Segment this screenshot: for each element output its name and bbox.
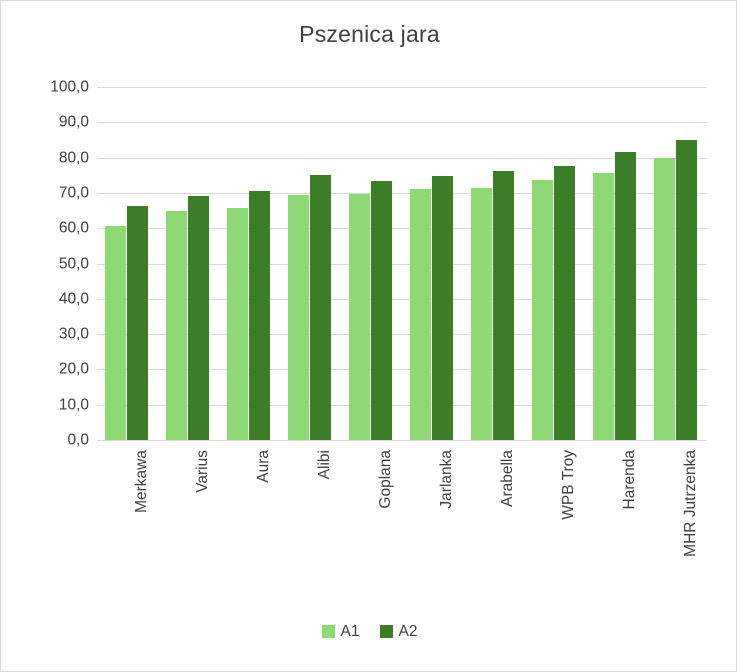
bar-group bbox=[280, 87, 341, 440]
bars-layer bbox=[97, 87, 707, 440]
bar-a1[interactable] bbox=[410, 189, 431, 440]
x-axis-tick-label: Jarlanka bbox=[437, 450, 455, 509]
gridline bbox=[97, 369, 707, 370]
gridline bbox=[97, 299, 707, 300]
bar-group bbox=[646, 87, 707, 440]
legend-label: A1 bbox=[340, 623, 360, 640]
bar-a2[interactable] bbox=[615, 151, 636, 440]
bar-group bbox=[524, 87, 585, 440]
x-axis-tick-label: Arabella bbox=[498, 450, 516, 507]
y-axis-tick-label: 0,0 bbox=[67, 431, 89, 449]
x-axis-tick-label: Goplana bbox=[376, 450, 394, 509]
x-axis-tick-label: Alibi bbox=[315, 450, 333, 480]
bar-group bbox=[402, 87, 463, 440]
bar-a1[interactable] bbox=[471, 188, 492, 440]
bar-a2[interactable] bbox=[310, 174, 331, 440]
bar-a2[interactable] bbox=[127, 205, 148, 440]
legend-item-a2[interactable]: A2 bbox=[379, 623, 418, 640]
x-axis-line bbox=[97, 440, 707, 441]
legend-item-a1[interactable]: A1 bbox=[321, 623, 360, 640]
bar-group bbox=[341, 87, 402, 440]
y-axis-tick-label: 80,0 bbox=[58, 148, 89, 166]
y-axis-tick-label: 50,0 bbox=[58, 254, 89, 272]
x-axis-labels: Merkawa Varius Aura Alibi Goplana Jarlanka Ara… bbox=[97, 444, 707, 614]
gridline bbox=[97, 405, 707, 406]
bar-a1[interactable] bbox=[349, 194, 370, 440]
bar-a2[interactable] bbox=[249, 190, 270, 440]
bar-a2[interactable] bbox=[676, 139, 697, 440]
gridline bbox=[97, 264, 707, 265]
bar-a2[interactable] bbox=[371, 180, 392, 440]
legend-swatch-icon bbox=[321, 625, 335, 639]
bar-group bbox=[97, 87, 158, 440]
gridline bbox=[97, 87, 707, 88]
y-axis-tick-label: 100,0 bbox=[50, 78, 89, 96]
gridline bbox=[97, 334, 707, 335]
chart-legend: A1 A2 bbox=[1, 623, 736, 640]
gridline bbox=[97, 193, 707, 194]
bar-group bbox=[219, 87, 280, 440]
bar-a1[interactable] bbox=[288, 195, 309, 440]
y-axis-tick-label: 40,0 bbox=[58, 290, 89, 308]
bar-a2[interactable] bbox=[188, 196, 209, 440]
chart-title: Pszenica jara bbox=[299, 21, 440, 47]
y-axis-labels: 100,0 90,0 80,0 70,0 60,0 50,0 40,0 30,0 20,0 10,… bbox=[1, 79, 89, 447]
bar-group bbox=[158, 87, 219, 440]
bar-a2[interactable] bbox=[554, 166, 575, 440]
y-axis-tick-label: 20,0 bbox=[58, 360, 89, 378]
y-axis-tick-label: 90,0 bbox=[58, 113, 89, 131]
x-axis-tick-label: Merkawa bbox=[132, 450, 150, 513]
x-axis-tick-label: Harenda bbox=[620, 450, 638, 510]
gridline bbox=[97, 122, 707, 123]
bar-group bbox=[585, 87, 646, 440]
bar-a1[interactable] bbox=[105, 226, 126, 440]
bar-a1[interactable] bbox=[593, 172, 614, 440]
x-axis-tick-label: WPB Troy bbox=[559, 450, 577, 520]
legend-swatch-icon bbox=[379, 625, 393, 639]
legend-label: A2 bbox=[398, 623, 418, 640]
bar-a1[interactable] bbox=[532, 179, 553, 440]
plot-area bbox=[97, 87, 707, 441]
y-axis-tick-label: 60,0 bbox=[58, 219, 89, 237]
gridline bbox=[97, 228, 707, 229]
x-axis-tick-label: MHR Jutrzenka bbox=[681, 450, 699, 557]
y-axis-tick-label: 10,0 bbox=[58, 395, 89, 413]
bar-a1[interactable] bbox=[227, 208, 248, 440]
bar-a2[interactable] bbox=[432, 175, 453, 440]
bar-a1[interactable] bbox=[654, 158, 675, 440]
gridline bbox=[97, 158, 707, 159]
bar-a2[interactable] bbox=[493, 171, 514, 440]
y-axis-tick-label: 70,0 bbox=[58, 184, 89, 202]
x-axis-tick-label: Aura bbox=[254, 450, 272, 483]
x-axis-tick-label: Varius bbox=[193, 450, 211, 493]
bar-a1[interactable] bbox=[166, 211, 187, 440]
y-axis-tick-label: 30,0 bbox=[58, 325, 89, 343]
bar-group bbox=[463, 87, 524, 440]
